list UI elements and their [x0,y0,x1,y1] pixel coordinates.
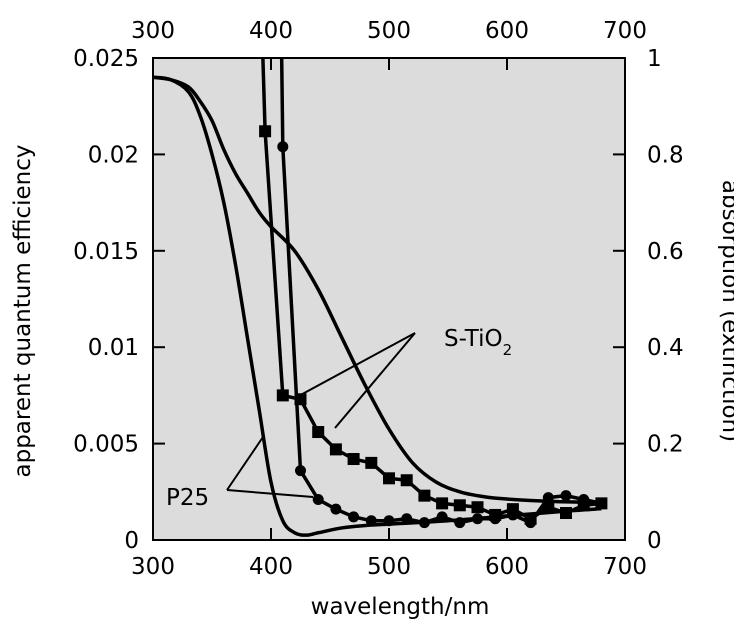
y2-tick-label: 0.8 [647,142,684,168]
p25-leader-to-qe [226,489,314,498]
qe-curve-rise-0 [261,58,267,132]
absorption-curve-2 [153,75,602,537]
s-tio2-leader-to-absorption [334,332,416,429]
s-tio2-label-main: S-TiO [444,326,503,352]
series-layer [153,58,608,537]
square-point [259,125,272,138]
p25-leader-to-absorption [226,436,264,491]
circle-point [277,141,289,153]
square-point [436,497,449,510]
absorption-curve-3 [153,75,602,505]
qe-curve-rise-1 [279,58,285,147]
x-tick-label: 600 [485,554,529,580]
y2-axis-title: absorption (extinction) [717,180,734,442]
x-top-tick-label: 700 [603,18,647,44]
x-top-tick-label: 600 [485,18,529,44]
square-point [506,503,519,516]
y-axis-title: apparent quantum efficiency [10,145,36,478]
square-point [347,453,360,466]
y-tick-label: 0.025 [73,46,139,72]
x-tick-label: 500 [367,554,411,580]
y-tick-label: 0 [124,528,139,554]
x-axis-title: wavelength/nm [311,594,490,620]
square-point [471,501,484,514]
s-tio2-label: S-TiO2 [444,326,512,359]
y-tick-label: 0.005 [73,432,139,458]
y-tick-label: 0.015 [73,239,139,265]
y2-tick-label: 0.4 [647,335,684,361]
circle-point [525,517,537,529]
y2-tick-label: 0.2 [647,432,684,458]
x-top-tick-label: 500 [367,18,411,44]
s-tio2-leader-to-qe [294,332,416,399]
square-point [400,474,413,487]
s-tio2-label-subscript: 2 [503,341,513,359]
circle-point [348,511,360,523]
square-point [418,489,431,502]
x-top-tick-label: 300 [131,18,175,44]
x-tick-label: 700 [603,554,647,580]
p25-label: P25 [166,485,209,511]
y2-tick-label: 0 [647,528,662,554]
square-point [312,426,325,439]
plot-frame [152,57,626,541]
annotation-leader-lines [226,332,416,498]
square-point [329,443,342,456]
y-tick-label: 0.01 [88,335,139,361]
y-tick-label: 0.02 [88,142,139,168]
circle-point [295,465,306,477]
circle-point [312,494,324,506]
circle-point [330,503,342,515]
square-point [365,456,378,469]
y2-tick-label: 1 [647,46,662,72]
x-top-tick-label: 400 [249,18,293,44]
square-point [276,389,289,402]
y2-tick-label: 0.6 [647,239,684,265]
x-tick-label: 400 [249,554,293,580]
x-tick-label: 300 [131,554,175,580]
square-point [453,499,466,512]
square-point [383,472,395,485]
plot-area [153,58,625,540]
circle-point [560,490,572,502]
